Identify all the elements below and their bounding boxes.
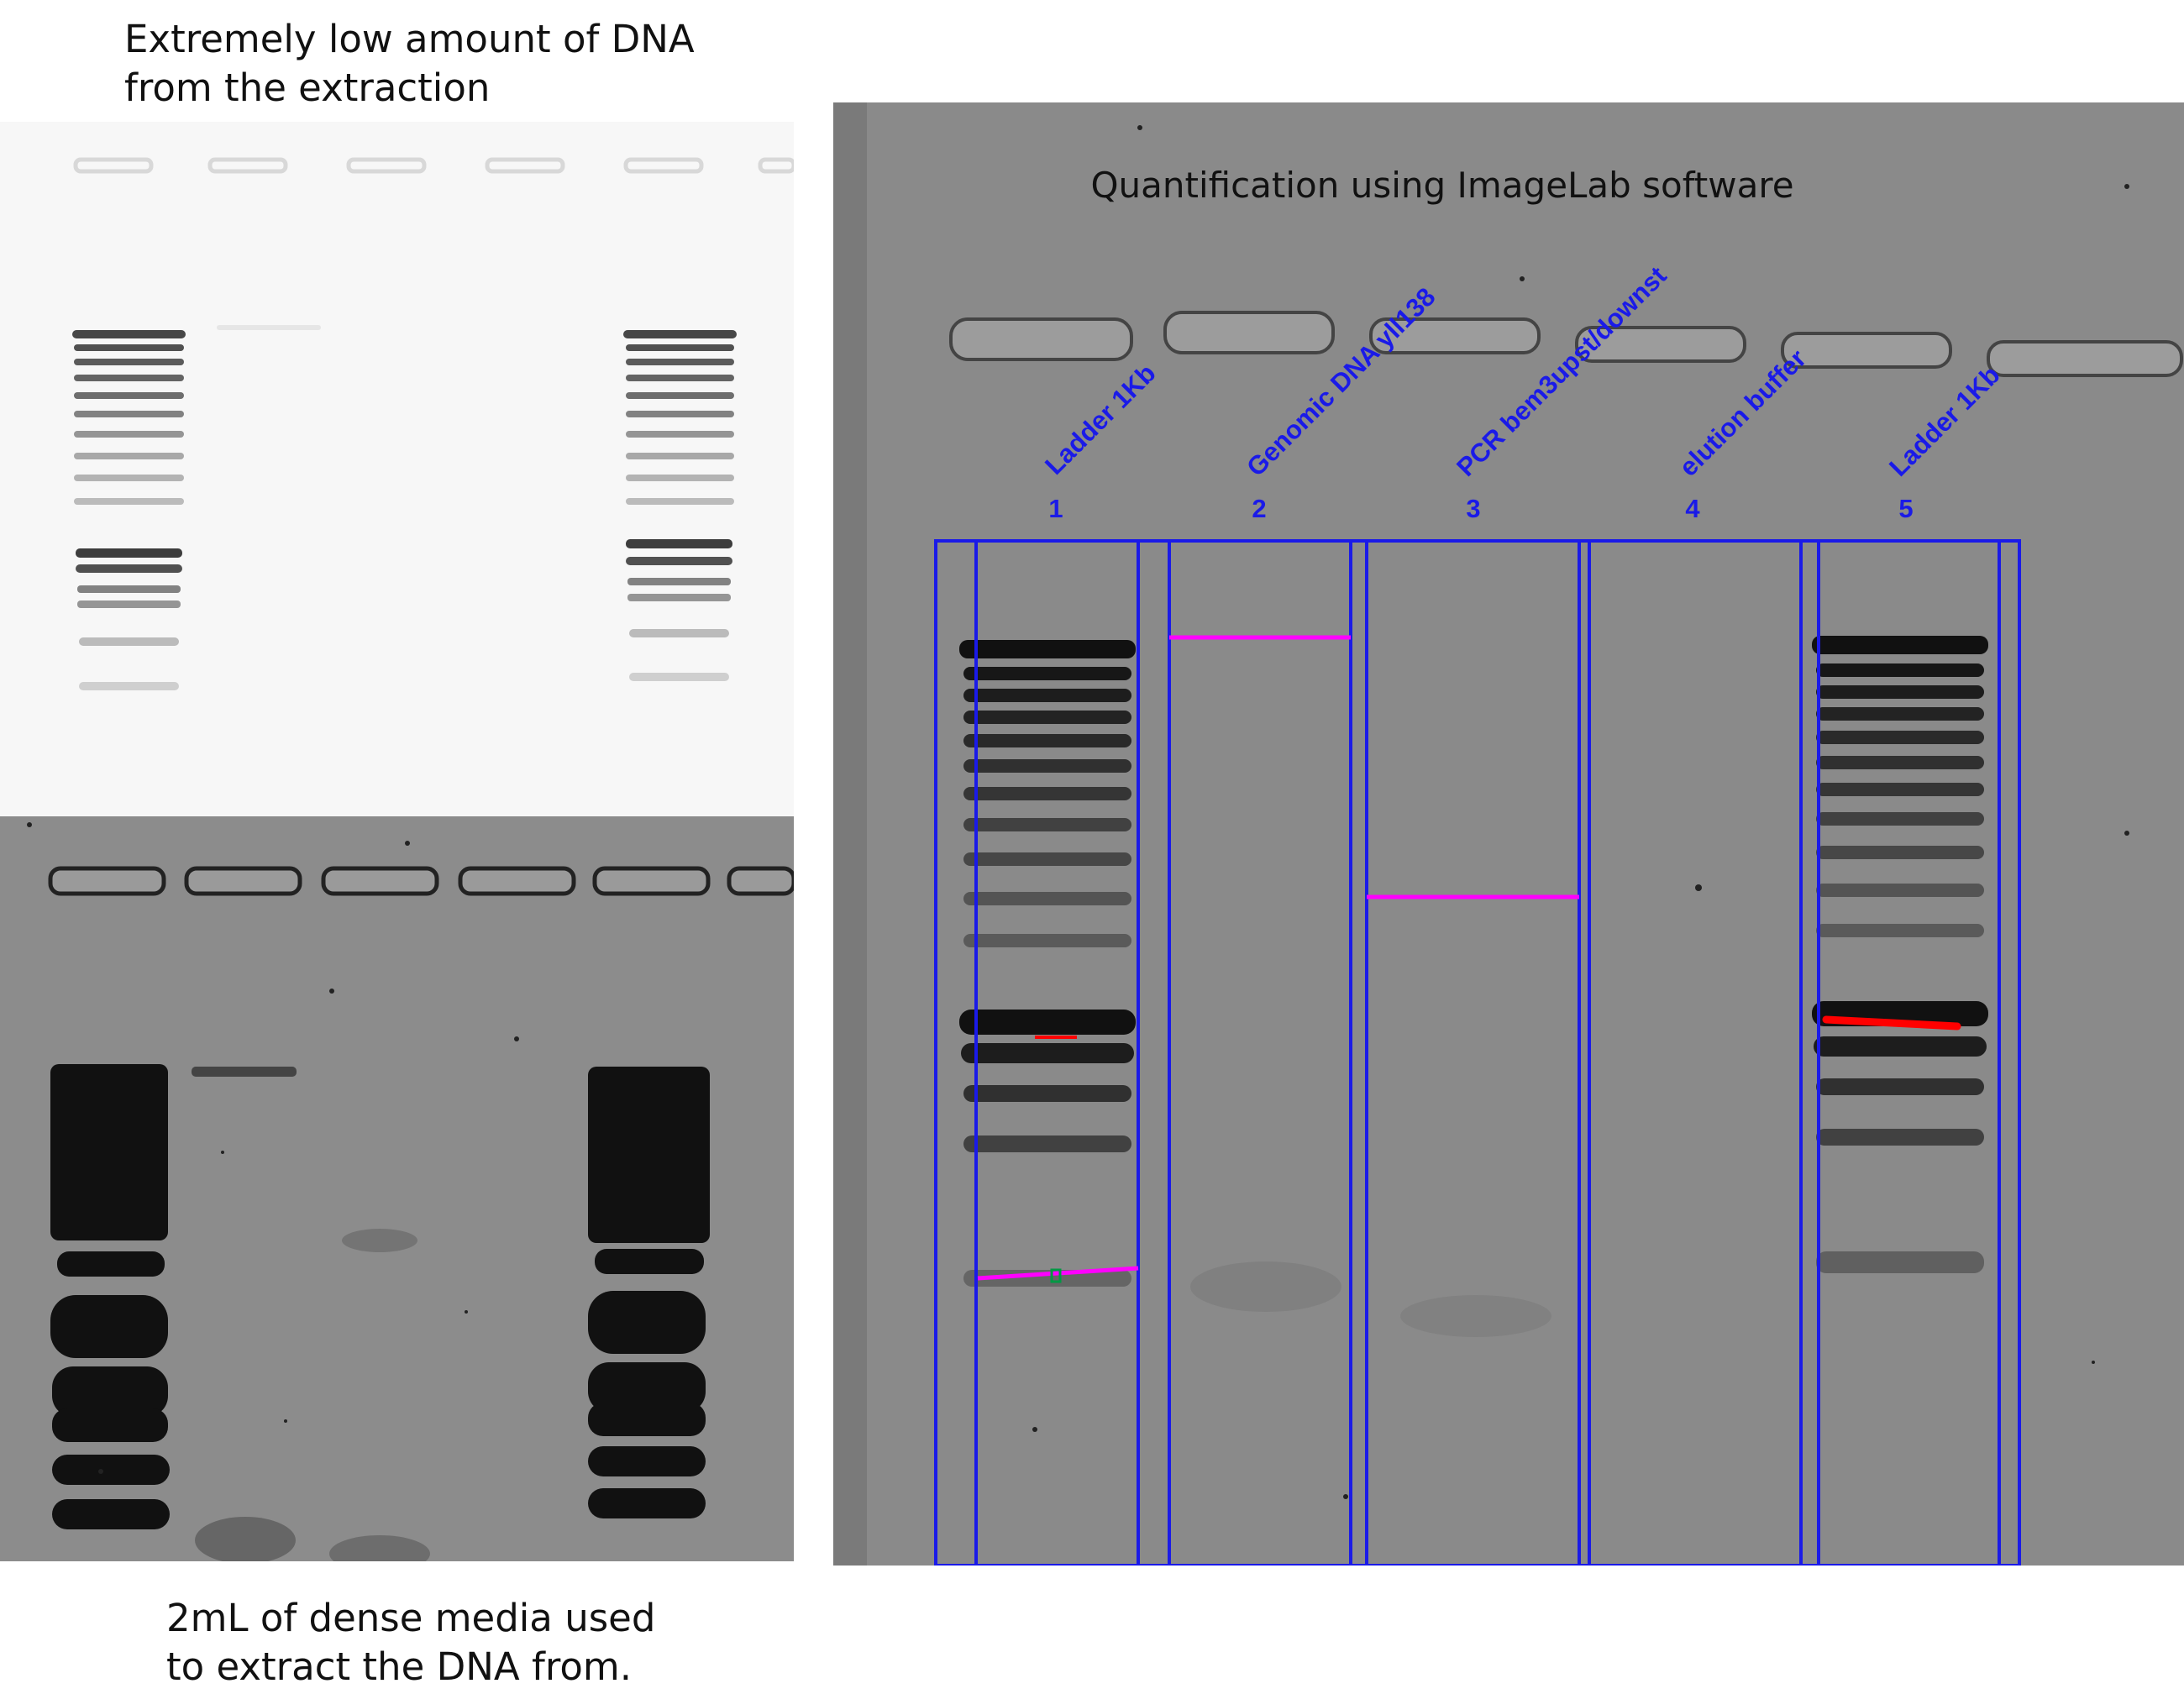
lane-3-number: 3: [1466, 494, 1480, 523]
right-gel-title: Quantification using ImageLab software: [1090, 165, 1793, 206]
lane-1-number: 1: [1048, 494, 1063, 523]
lane-4-number: 4: [1685, 494, 1700, 523]
lane-2-number: 2: [1252, 494, 1266, 523]
lane-5-number: 5: [1898, 494, 1913, 523]
low-dna-gel-image: [0, 122, 794, 816]
bottom-gel-caption: 2mL of dense media used to extract the D…: [166, 1596, 656, 1689]
imagelab-quantification-gel: Quantification using ImageLab software L…: [833, 102, 2184, 1566]
dense-media-gel-image: [0, 816, 794, 1561]
top-gel-caption: Extremely low amount of DNA from the ext…: [124, 17, 695, 110]
